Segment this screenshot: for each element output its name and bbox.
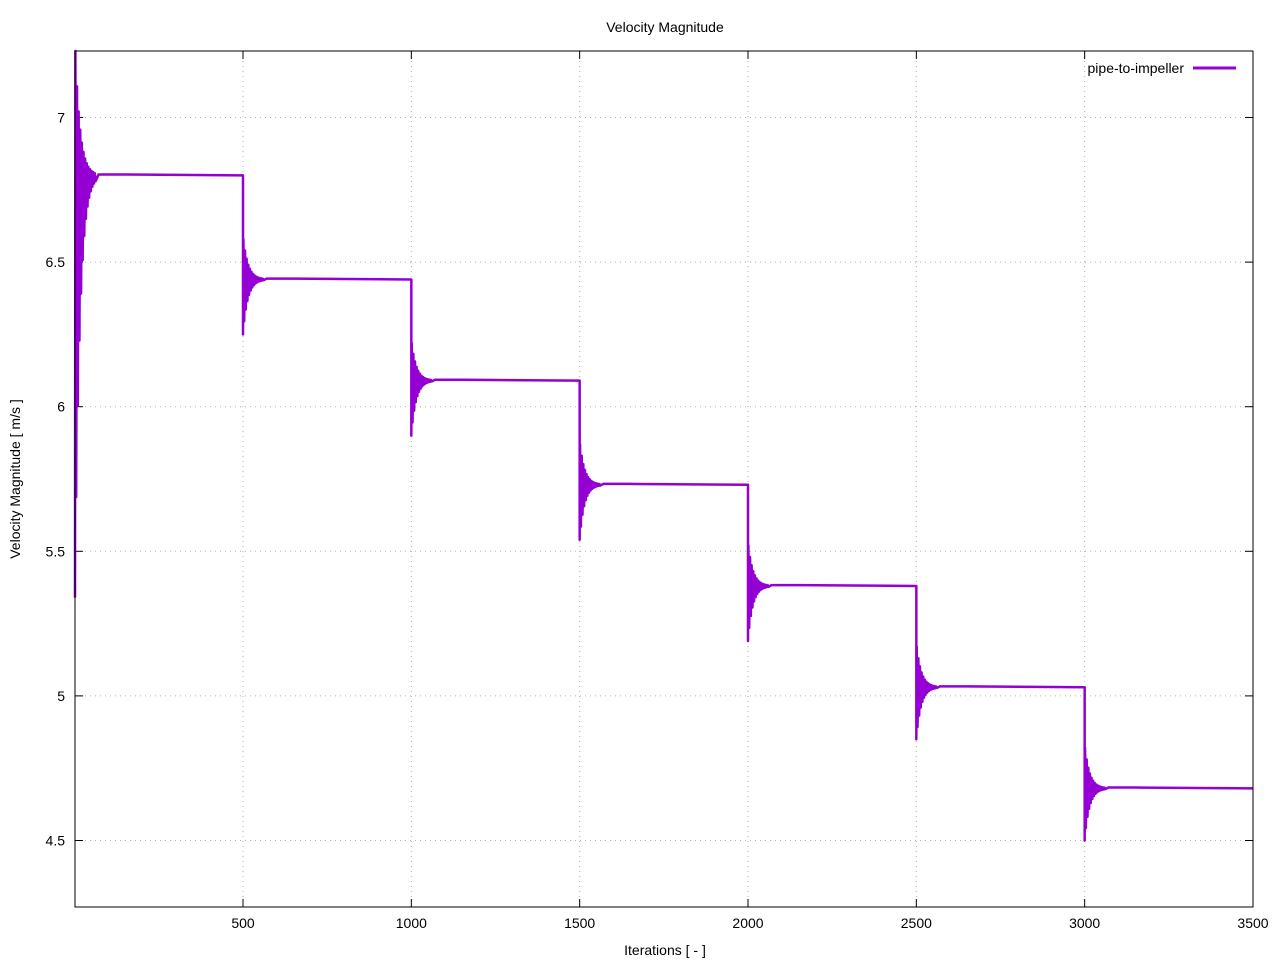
- x-tick-label: 1000: [396, 915, 427, 931]
- legend: pipe-to-impeller: [1088, 60, 1236, 76]
- series-group: [73, 49, 1254, 842]
- x-tick-label: 2500: [901, 915, 932, 931]
- y-tick-label: 5.5: [46, 543, 66, 559]
- x-axis-label: Iterations [ - ]: [624, 942, 706, 958]
- y-tick-label: 6.5: [46, 254, 66, 270]
- plot-frame: [74, 50, 1254, 908]
- grid: [75, 51, 1253, 907]
- x-tick-label: 3500: [1237, 915, 1268, 931]
- chart-title: Velocity Magnitude: [606, 19, 724, 35]
- x-tick-label: 500: [231, 915, 255, 931]
- series-line-0: [73, 49, 1254, 842]
- y-tick-label: 5: [57, 688, 65, 704]
- x-tick-label: 3000: [1069, 915, 1100, 931]
- y-tick-label: 4.5: [46, 832, 66, 848]
- x-tick-label: 2000: [732, 915, 763, 931]
- legend-entry-label: pipe-to-impeller: [1088, 60, 1185, 76]
- y-axis-label: Velocity Magnitude [ m/s ]: [7, 399, 23, 559]
- x-tick-label: 1500: [564, 915, 595, 931]
- y-tick-label: 6: [57, 399, 65, 415]
- y-tick-label: 7: [57, 110, 65, 126]
